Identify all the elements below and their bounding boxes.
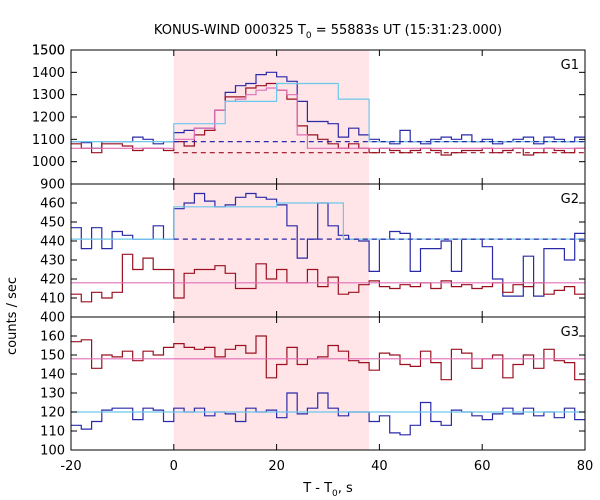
y-tick-label: 140 (40, 368, 65, 383)
y-tick-label: 1300 (32, 88, 65, 103)
y-tick-label: 450 (40, 216, 65, 231)
y-tick-label: 900 (40, 178, 65, 193)
y-tick-label: 430 (40, 254, 65, 269)
panel-g3: 100 110 120 130 140 150 160 G3 (40, 316, 586, 459)
x-tick-label: 80 (577, 459, 594, 474)
y-tick-label: 410 (40, 292, 65, 307)
y-tick-label: 420 (40, 273, 65, 288)
series-red-0 (71, 335, 585, 381)
panel-label: G2 (561, 192, 579, 207)
panel-label: G1 (561, 58, 579, 73)
chart-title: KONUS-WIND 000325 T0 = 55883s UT (15:31:… (154, 23, 502, 41)
y-tick-label: 1500 (32, 44, 65, 59)
panel-g1-series (71, 71, 585, 156)
y-tick-label: 150 (40, 349, 65, 364)
y-tick-label: 110 (40, 425, 65, 440)
y-tick-label: 1200 (32, 111, 65, 126)
burst-interval-shade (173, 50, 370, 450)
series-cyan-3 (71, 202, 585, 240)
panel-g2: 400 410 420 430 440 450 460 G2 (40, 183, 586, 326)
plot-area: 9001000110012001300140015001500G14004104… (32, 44, 593, 475)
y-tick-label: 1400 (32, 66, 65, 81)
y-tick-label: 1000 (32, 155, 65, 170)
x-axis-label: T - T0, s (302, 481, 353, 499)
y-tick-label: 1100 (32, 133, 65, 148)
x-tick-label: 0 (170, 459, 178, 474)
panel-frame (70, 316, 586, 451)
y-tick-label: 160 (40, 330, 65, 345)
y-tick-label: 130 (40, 387, 65, 402)
x-tick-label: 60 (474, 459, 491, 474)
y-tick-label: 100 (40, 444, 65, 459)
y-axis-label: counts / sec (5, 277, 20, 355)
panel-label: G3 (561, 325, 579, 340)
panel-g2-series (71, 192, 585, 303)
x-tick-label: -20 (60, 459, 81, 474)
y-tick-label: 400 (40, 311, 65, 326)
series-red-1 (71, 253, 585, 303)
y-tick-label: 1500 (32, 44, 65, 59)
series-pink-2 (71, 87, 585, 149)
y-tick-label: 440 (40, 235, 65, 250)
x-tick-label: 20 (268, 459, 285, 474)
x-tick-label: 40 (371, 459, 388, 474)
y-tick-label: 120 (40, 406, 65, 421)
series-cyan-3 (71, 82, 585, 143)
panel-g3-series (71, 335, 585, 436)
y-tick-label: 460 (40, 197, 65, 212)
